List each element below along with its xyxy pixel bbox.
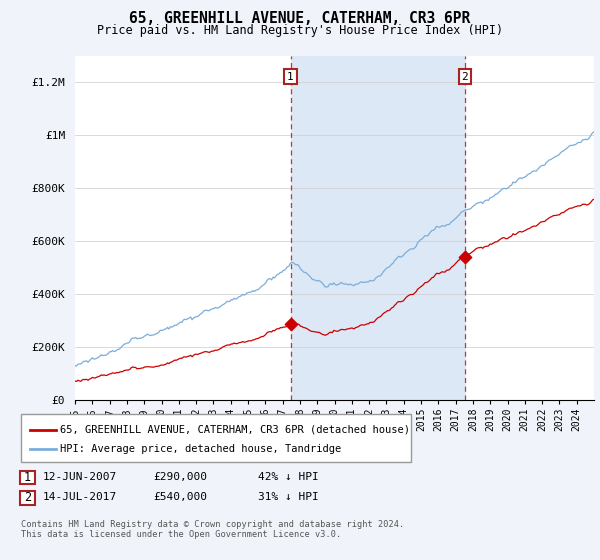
Bar (290, 56, 465, 400)
Text: 1: 1 (287, 72, 294, 82)
Text: 65, GREENHILL AVENUE, CATERHAM, CR3 6PR (detached house): 65, GREENHILL AVENUE, CATERHAM, CR3 6PR … (60, 424, 410, 435)
Text: HPI: Average price, detached house, Tandridge: HPI: Average price, detached house, Tand… (60, 444, 341, 454)
Text: 1: 1 (24, 470, 31, 484)
Text: 2: 2 (24, 491, 31, 504)
Text: 65, GREENHILL AVENUE, CATERHAM, CR3 6PR: 65, GREENHILL AVENUE, CATERHAM, CR3 6PR (130, 11, 470, 26)
Text: 14-JUL-2017: 14-JUL-2017 (43, 492, 118, 502)
Text: Price paid vs. HM Land Registry's House Price Index (HPI): Price paid vs. HM Land Registry's House … (97, 24, 503, 36)
Text: £290,000: £290,000 (153, 472, 207, 482)
Text: Contains HM Land Registry data © Crown copyright and database right 2024.
This d: Contains HM Land Registry data © Crown c… (21, 520, 404, 539)
Text: 42% ↓ HPI: 42% ↓ HPI (258, 472, 319, 482)
Text: 31% ↓ HPI: 31% ↓ HPI (258, 492, 319, 502)
Text: £540,000: £540,000 (153, 492, 207, 502)
Text: 12-JUN-2007: 12-JUN-2007 (43, 472, 118, 482)
Text: 2: 2 (461, 72, 469, 82)
Point (286, 319, 295, 328)
Point (460, 253, 470, 262)
